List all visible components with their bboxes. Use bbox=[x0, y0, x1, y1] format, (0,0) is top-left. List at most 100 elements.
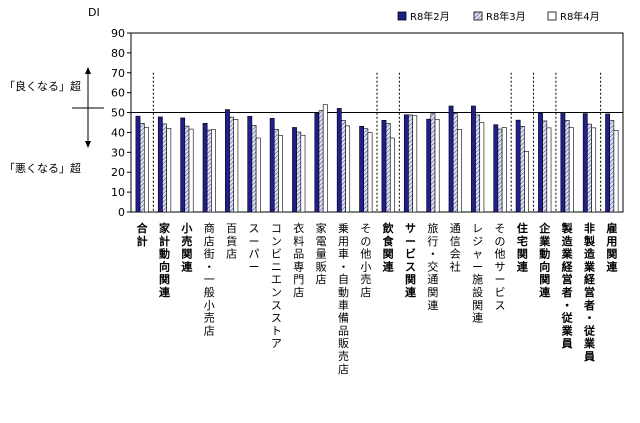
y-tick-label: 80 bbox=[111, 47, 125, 60]
bar-1 bbox=[403, 114, 409, 213]
bar-2 bbox=[251, 124, 257, 213]
legend-swatch bbox=[547, 11, 557, 21]
bar-2 bbox=[430, 113, 436, 213]
bar-1 bbox=[247, 116, 253, 213]
good-exceeds-label: 「良くなる」超 bbox=[4, 80, 81, 93]
bar-1 bbox=[426, 118, 432, 213]
legend-label: R8年2月 bbox=[410, 10, 450, 23]
y-tick-label: 90 bbox=[111, 27, 125, 40]
bar-2 bbox=[206, 129, 212, 213]
legend: R8年2月 R8年3月 R8年4月 bbox=[397, 10, 600, 23]
category-label: 旅行・交通関連 bbox=[427, 221, 438, 312]
bar-2 bbox=[162, 123, 167, 213]
bar-1 bbox=[493, 124, 499, 213]
bar-1 bbox=[292, 127, 297, 213]
bar-1 bbox=[269, 118, 275, 213]
bar-3 bbox=[501, 127, 507, 213]
category-label: サービス関連 bbox=[405, 222, 417, 299]
bar-3 bbox=[166, 127, 172, 213]
bar-1 bbox=[538, 113, 543, 213]
category-label: その他小売店 bbox=[360, 222, 371, 299]
legend-swatch bbox=[397, 11, 407, 21]
category-label: 百貨店 bbox=[226, 222, 237, 261]
y-tick-label: 60 bbox=[111, 87, 125, 100]
bar-1 bbox=[202, 122, 208, 213]
bar-1 bbox=[448, 105, 454, 213]
bar-3 bbox=[300, 134, 306, 213]
bar-3 bbox=[211, 129, 216, 213]
category-label: 企業動向関連 bbox=[538, 221, 551, 299]
y-tick-label: 30 bbox=[111, 146, 125, 159]
category-label: 家計動向関連 bbox=[159, 221, 171, 299]
category-label: レジャー施設関連 bbox=[472, 222, 483, 325]
bar-3 bbox=[255, 137, 261, 213]
bar-2 bbox=[609, 120, 615, 213]
y-tick-label: 10 bbox=[111, 186, 125, 199]
category-label: 雇用関連 bbox=[606, 221, 618, 273]
bar-2 bbox=[363, 128, 369, 213]
y-axis-label: DI bbox=[88, 6, 100, 19]
bar-1 bbox=[135, 115, 141, 213]
legend-label: R8年4月 bbox=[560, 10, 600, 23]
bar-2 bbox=[139, 122, 145, 213]
y-tick-label: 70 bbox=[111, 67, 125, 80]
bar-2 bbox=[497, 128, 503, 213]
bar-1 bbox=[336, 108, 342, 213]
y-tick-label: 20 bbox=[111, 166, 125, 179]
bar-3 bbox=[367, 132, 373, 213]
bar-3 bbox=[613, 130, 619, 213]
category-label: 非製造業経営者・従業員 bbox=[583, 221, 596, 363]
bad-exceeds-label: 「悪くなる」超 bbox=[4, 162, 81, 175]
y-tick-label: 50 bbox=[111, 107, 125, 120]
category-label: 住宅関連 bbox=[517, 221, 529, 273]
bar-2 bbox=[475, 114, 481, 213]
bar-3 bbox=[345, 125, 351, 213]
bar-2 bbox=[318, 110, 324, 213]
category-label: 小売関連 bbox=[180, 221, 193, 273]
bar-2 bbox=[184, 125, 190, 213]
bar-3 bbox=[568, 127, 574, 213]
bar-1 bbox=[515, 119, 521, 213]
bar-1 bbox=[381, 120, 387, 213]
bar-2 bbox=[341, 120, 346, 213]
category-label: 飲食関連 bbox=[382, 221, 395, 273]
bar-3 bbox=[434, 119, 440, 213]
bar-1 bbox=[605, 113, 611, 213]
bar-1 bbox=[314, 113, 320, 213]
bar-1 bbox=[560, 112, 566, 213]
bar-1 bbox=[359, 125, 365, 213]
y-tick-label: 0 bbox=[118, 206, 125, 219]
bar-3 bbox=[524, 151, 529, 213]
bar-1 bbox=[225, 109, 230, 213]
category-label: 家電量販店 bbox=[316, 221, 327, 286]
plot-frame bbox=[130, 32, 624, 213]
bar-3 bbox=[322, 104, 328, 213]
bar-2 bbox=[542, 120, 548, 213]
bar-3 bbox=[591, 127, 597, 213]
bar-3 bbox=[546, 127, 552, 213]
category-label: 商店街・一般小売店 bbox=[204, 221, 215, 337]
y-tick-label: 40 bbox=[111, 126, 125, 139]
bar-2 bbox=[587, 123, 592, 213]
bar-2 bbox=[273, 128, 279, 213]
bar-3 bbox=[278, 135, 283, 213]
legend-label: R8年3月 bbox=[486, 10, 526, 23]
direction-arrows bbox=[72, 67, 104, 148]
category-label: 合計 bbox=[137, 221, 149, 248]
category-label: スーパー bbox=[249, 222, 260, 273]
bar-2 bbox=[564, 120, 570, 213]
bar-3 bbox=[143, 127, 149, 213]
bar-3 bbox=[412, 115, 418, 213]
bar-1 bbox=[180, 117, 186, 213]
bar-2 bbox=[452, 113, 458, 213]
category-label: 乗用車・自動車備品販売店 bbox=[338, 222, 349, 376]
bar-1 bbox=[471, 105, 476, 213]
bar-2 bbox=[408, 114, 413, 213]
bar-2 bbox=[519, 125, 525, 213]
bar-1 bbox=[157, 116, 163, 213]
category-label: 通信会社 bbox=[450, 222, 461, 273]
bar-2 bbox=[385, 122, 391, 213]
bar-3 bbox=[233, 119, 239, 213]
bar-2 bbox=[296, 131, 302, 213]
